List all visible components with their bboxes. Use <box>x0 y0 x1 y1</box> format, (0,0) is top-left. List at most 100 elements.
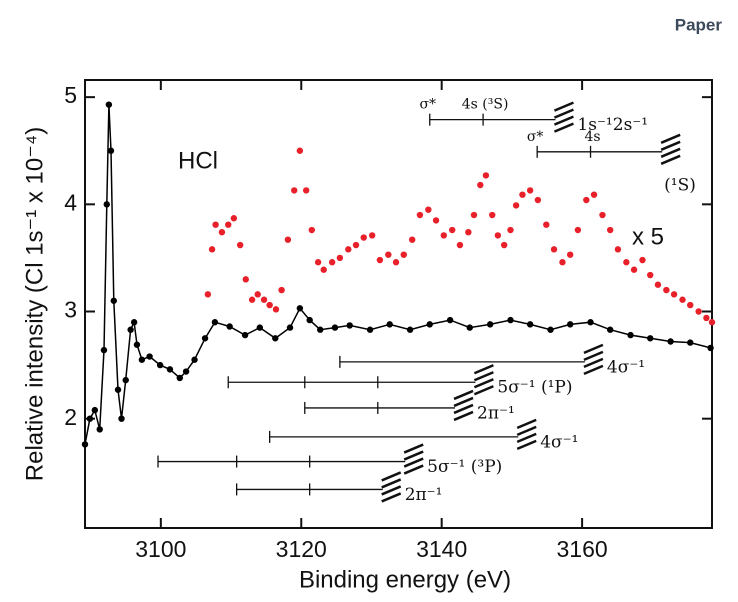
ladder-end <box>381 492 402 503</box>
data-point <box>385 251 392 258</box>
data-point <box>667 338 674 345</box>
data-point <box>566 251 574 258</box>
data-point <box>328 259 336 266</box>
data-point <box>360 234 367 241</box>
ladder-end <box>473 364 494 375</box>
ladder-tick-label: 4s <box>584 129 600 145</box>
data-point <box>400 251 407 258</box>
data-point <box>286 324 294 331</box>
data-point <box>284 236 292 243</box>
ladder-end <box>583 343 604 355</box>
ladder-label: 2π⁻¹ <box>405 485 443 505</box>
data-point <box>100 346 108 354</box>
plot-frame <box>84 79 713 529</box>
ladder-end <box>553 108 574 119</box>
data-point <box>543 221 550 228</box>
ladder-end <box>553 101 574 112</box>
ladder-tick-label: σ* <box>419 97 436 113</box>
data-point <box>465 228 472 236</box>
data-point <box>477 181 484 189</box>
data-point <box>254 291 261 298</box>
data-point <box>449 226 456 234</box>
ladder-end <box>403 443 424 454</box>
data-point <box>687 339 694 346</box>
data-point <box>703 314 710 322</box>
data-point <box>440 232 447 239</box>
data-point <box>105 101 113 108</box>
data-point <box>266 301 273 309</box>
data-point <box>670 291 678 298</box>
annotation: x 5 <box>632 223 664 250</box>
data-point <box>630 266 638 273</box>
data-point <box>211 319 219 326</box>
data-point <box>512 202 520 209</box>
data-point <box>230 215 238 222</box>
data-point <box>260 296 268 303</box>
ladder-end <box>381 485 402 496</box>
data-point <box>663 286 670 294</box>
data-point <box>256 324 264 331</box>
ladder-end <box>660 154 681 165</box>
ladder-label: 4σ⁻¹ <box>540 432 578 452</box>
data-point <box>500 241 508 249</box>
data-point <box>432 217 440 224</box>
data-point <box>639 256 646 264</box>
data-point <box>182 368 190 375</box>
data-point <box>456 241 464 249</box>
ladder-end <box>516 432 537 444</box>
data-point <box>278 286 285 294</box>
ladder-end <box>453 410 474 422</box>
data-point <box>291 187 298 194</box>
data-point <box>226 323 233 330</box>
data-point <box>392 259 400 266</box>
data-point <box>507 226 514 234</box>
ladder-end <box>516 425 537 437</box>
data-point <box>550 246 558 253</box>
data-point <box>599 211 606 219</box>
x-tick-label: 3100 <box>135 536 186 562</box>
ladder-end <box>473 378 494 389</box>
data-point <box>507 316 514 324</box>
data-point <box>534 196 542 204</box>
data-point <box>272 335 279 342</box>
data-point <box>366 326 374 333</box>
data-point <box>679 296 686 303</box>
ladder-end <box>660 147 681 158</box>
x-axis-title: Binding energy (eV) <box>299 566 511 593</box>
data-point <box>623 259 630 266</box>
data-point <box>212 221 219 228</box>
data-point <box>130 319 138 326</box>
data-point <box>446 316 454 324</box>
data-point <box>320 266 327 273</box>
data-point <box>489 211 496 219</box>
data-point <box>406 326 414 333</box>
ladder-end <box>516 418 537 430</box>
data-point <box>526 187 534 194</box>
data-point <box>486 321 494 328</box>
annotation: HCl <box>178 147 218 174</box>
data-point <box>376 256 384 264</box>
data-point <box>302 187 310 194</box>
data-point <box>574 226 582 234</box>
data-point <box>133 341 141 348</box>
ladder-end <box>473 385 494 396</box>
data-point <box>547 326 554 333</box>
data-point <box>191 356 198 363</box>
data-point <box>208 246 216 253</box>
data-point <box>647 271 654 279</box>
data-point <box>118 415 125 422</box>
page-label: Paper <box>675 15 723 34</box>
y-tick-label: 2 <box>64 404 77 430</box>
ladder-tick-label: σ* <box>527 129 544 145</box>
data-point <box>166 366 174 373</box>
data-point <box>86 415 94 422</box>
data-point <box>526 321 534 328</box>
data-point <box>317 326 324 333</box>
data-point <box>103 201 110 208</box>
data-point <box>627 331 634 339</box>
data-point <box>236 241 244 249</box>
ladder-end <box>583 364 604 376</box>
data-point <box>308 226 315 234</box>
ladder-tick-label: 4s (³S) <box>462 97 509 113</box>
